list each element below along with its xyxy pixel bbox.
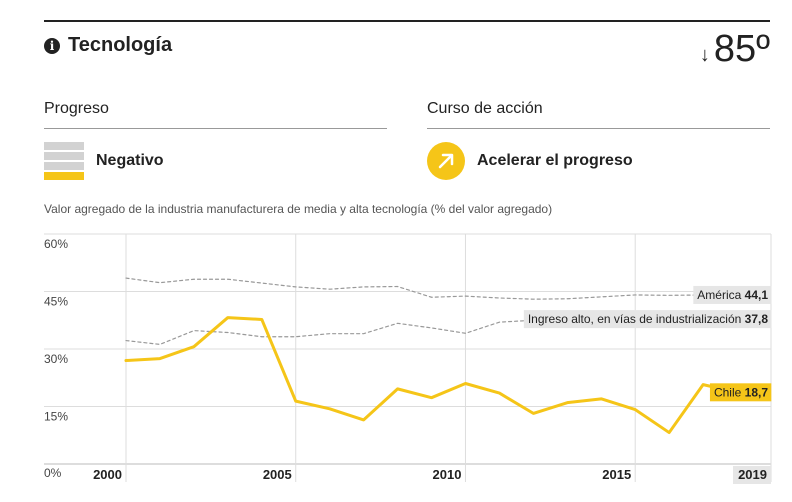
line-chart: 0% 15% 30% 45% 60% 2000 2005 2010 2015 2019 Améric… — [44, 233, 772, 484]
title-row: i Tecnología — [44, 34, 172, 57]
x-tick-label: 2000 — [93, 467, 122, 482]
progress-label: Progreso — [44, 100, 109, 117]
page-title: Tecnología — [68, 34, 173, 56]
series-end-label: América 44,1 — [693, 285, 772, 304]
chart-title: Valor agregado de la industria manufactu… — [44, 202, 553, 216]
y-tick-label: 0% — [44, 466, 62, 480]
x-tick-label: 2015 — [602, 467, 631, 482]
series-value: 37,8 — [745, 312, 769, 326]
progress-status-text: Negativo — [96, 152, 164, 169]
y-tick-label: 15% — [44, 410, 68, 424]
x-tick-label: 2019 — [738, 467, 767, 482]
progress-rule — [44, 128, 387, 129]
progress-bar-segment — [44, 162, 84, 170]
series-end-label: Ingreso alto, en vías de industrializaci… — [523, 310, 772, 329]
progress-status: Negativo — [44, 142, 164, 180]
progress-bar-segment — [44, 142, 84, 150]
series-label-text: Ingreso alto, en vías de industrializaci… — [528, 312, 768, 326]
series-end-label: Chile 18,7 — [709, 383, 772, 402]
y-tick-label: 60% — [44, 237, 68, 251]
arrow-down-icon: ↓ — [699, 44, 710, 66]
series-value: 44,1 — [745, 288, 769, 302]
series-line — [125, 277, 738, 300]
progress-section: Progreso — [44, 100, 387, 129]
progress-bars-icon — [44, 142, 84, 180]
series-label-bg — [693, 285, 772, 304]
action-rule — [427, 128, 770, 129]
rank-value: 85º — [713, 28, 770, 70]
action-status: Acelerar el progreso — [427, 142, 633, 180]
action-label: Curso de acción — [427, 100, 543, 117]
y-tick-label: 45% — [44, 295, 68, 309]
series-name: Ingreso alto, en vías de industrializaci… — [528, 312, 745, 326]
progress-bar-segment — [44, 152, 84, 160]
series-label-text: Chile 18,7 — [714, 385, 768, 399]
series-name: América — [697, 288, 744, 302]
series-value: 18,7 — [745, 385, 769, 399]
series-label-bg — [523, 310, 772, 329]
info-icon[interactable]: i — [44, 37, 60, 54]
series-line — [124, 316, 739, 435]
series-label-text: América 44,1 — [697, 288, 768, 302]
arrow-up-right-icon — [427, 142, 465, 180]
action-section: Curso de acción — [427, 100, 770, 129]
x-tick-label: 2005 — [263, 467, 292, 482]
progress-bar-segment — [44, 172, 84, 180]
series-name: Chile — [714, 385, 745, 399]
x-tick-highlight — [733, 466, 771, 484]
x-tick-label: 2010 — [433, 467, 462, 482]
action-status-text: Acelerar el progreso — [477, 152, 633, 169]
top-rule — [44, 20, 770, 22]
y-tick-label: 30% — [44, 352, 68, 366]
rank-indicator: ↓ 85º — [700, 28, 770, 71]
series-label-bg — [709, 383, 772, 402]
